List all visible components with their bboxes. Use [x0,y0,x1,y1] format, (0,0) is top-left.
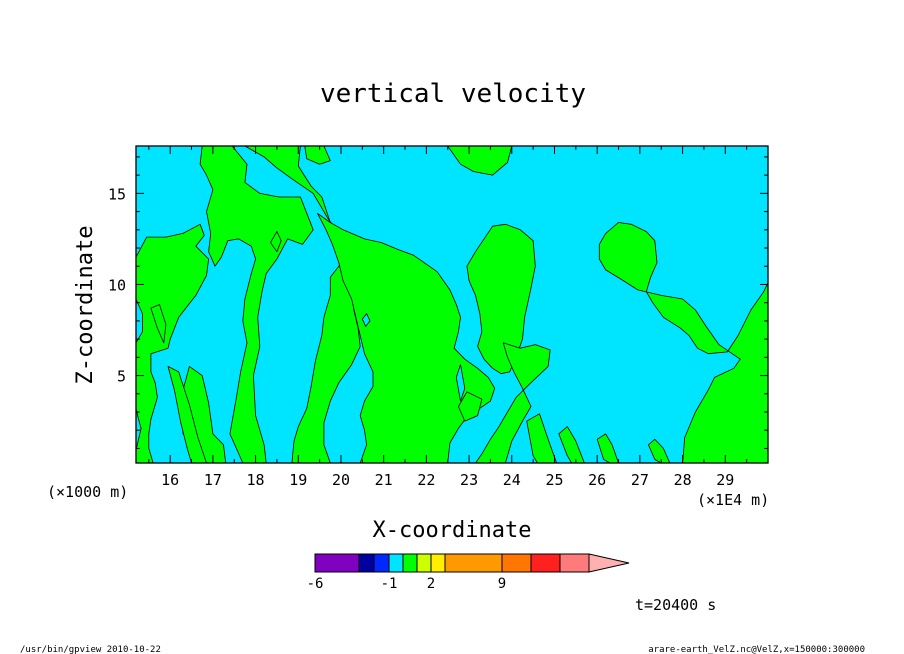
colorbar-segment [430,553,446,573]
colorbar-segment [373,553,390,573]
colorbar-segment [358,553,375,573]
footer-left: /usr/bin/gpview 2010-10-22 [20,645,161,654]
contour-region-g14 [596,433,619,463]
contour-region-g1 [136,223,210,463]
contour-region-g7 [447,146,513,176]
x-ticks: 16 17 18 19 20 21 22 23 24 25 26 27 28 29 [148,146,748,489]
colorbar-segment [559,553,590,573]
x-tick-label: 23 [460,471,478,489]
contour-hole-h2 [455,364,466,402]
colorbar-tick-label: -1 [381,576,398,592]
x-tick-label: 29 [716,471,734,489]
contour-region-g18 [270,231,282,253]
colorbar-segment [388,553,404,573]
colorbar-ticks: -6 -1 2 9 [307,576,507,592]
x-tick-label: 18 [247,471,265,489]
footer-right: arare-earth_VelZ.nc@VelZ,x=150000:300000 [648,645,865,654]
colorbar-segment [530,553,561,573]
x-tick-label: 20 [332,471,350,489]
plot-frame [135,145,769,464]
x-tick-label: 26 [588,471,606,489]
x-tick-label: 28 [674,471,692,489]
x-tick-label: 27 [631,471,649,489]
colorbar-tick-label: 2 [427,576,435,592]
contour-regions [136,146,768,463]
y-tick-label: 15 [108,185,126,203]
colorbar-tick-label: 9 [498,576,506,592]
x-tick-label: 22 [417,471,435,489]
x-tick-label: 16 [161,471,179,489]
contour-region-g9 [598,222,768,463]
contour-region-g16 [150,304,167,344]
contour-region-g3 [199,146,314,463]
contour-region-g12 [526,413,557,463]
colorbar [314,553,630,573]
chart-title: vertical velocity [320,79,586,109]
contour-region-g8 [466,223,536,375]
x-tick-label: 25 [545,471,563,489]
colorbar-tick-label: -6 [307,576,324,592]
y-tick-label: 5 [117,368,126,386]
y-axis-label: Z-coordinate [73,226,98,385]
colorbar-segment [501,553,532,573]
colorbar-segment [444,553,503,573]
contour-region-g13 [558,426,585,463]
contour-region-g6 [304,146,331,165]
contour-region-g10 [475,342,551,463]
contour-hole-h1 [361,312,371,328]
colorbar-segment [314,553,360,573]
x-tick-label: 19 [289,471,307,489]
x-tick-label: 17 [204,471,222,489]
x-tick-label: 21 [375,471,393,489]
contour-region-g11 [457,391,483,422]
colorbar-segment [402,553,418,573]
x-axis-label: X-coordinate [373,518,532,543]
contour-region-g15 [648,438,671,463]
y-ticks: 5 10 15 [108,156,768,449]
contour-region-g17 [167,365,207,463]
x-units-right: (×1E4 m) [697,491,769,509]
plot-area: 16 17 18 19 20 21 22 23 24 25 26 27 28 29 5 10 15 [108,145,769,489]
time-label: t=20400 s [635,596,716,614]
x-units-left: (×1000 m) [47,483,128,501]
x-tick-label: 24 [503,471,521,489]
y-tick-label: 10 [108,276,126,294]
colorbar-extend-arrow [588,553,630,573]
colorbar-segment [416,553,432,573]
